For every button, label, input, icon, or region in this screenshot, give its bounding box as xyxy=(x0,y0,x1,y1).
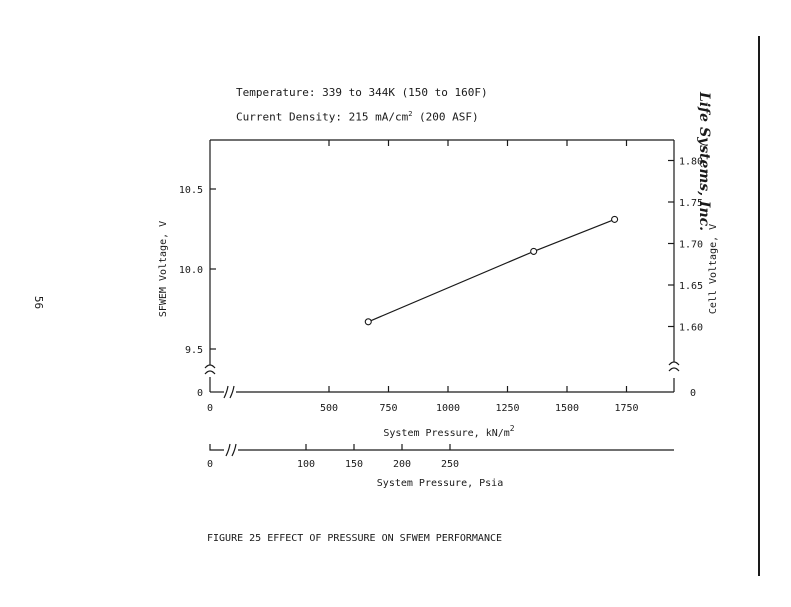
x-axis-title-text: System Pressure, kN/m xyxy=(383,428,509,439)
x-origin-label: 0 xyxy=(207,403,213,414)
series-points xyxy=(364,215,619,326)
chart-ticks xyxy=(210,140,674,450)
x-tick-label: 1750 xyxy=(614,403,638,414)
figure-caption: FIGURE 25 EFFECT OF PRESSURE ON SFWEM PE… xyxy=(207,533,503,544)
y-left-tick-label: 9.5 xyxy=(185,345,203,356)
secondary-x-origin-label: 0 xyxy=(207,459,213,470)
secondary-x-axis-start xyxy=(209,444,224,451)
x-axis-title: System Pressure, kN/m2 xyxy=(383,424,514,439)
current-density-note: Current Density: 215 mA/cm2 (200 ASF) xyxy=(236,110,479,124)
y-left-axis-title: SFWEM Voltage, V xyxy=(158,221,169,317)
y-right-tick-label: 1.65 xyxy=(679,281,703,292)
y-right-origin-label: 0 xyxy=(690,388,696,399)
secondary-x-axis-title: System Pressure, Psia xyxy=(377,478,503,489)
x-tick-label: 1500 xyxy=(555,403,579,414)
x-tick-label: 750 xyxy=(379,403,397,414)
current-density-text: Current Density: 215 mA/cm xyxy=(236,110,409,124)
side-rule xyxy=(758,36,760,576)
y-right-tick-label: 1.60 xyxy=(679,323,703,334)
chart-frame xyxy=(204,139,680,457)
current-density-suffix: (200 ASF) xyxy=(412,110,479,124)
left-axis-break xyxy=(204,364,216,375)
secondary-x-tick-label: 150 xyxy=(345,459,363,470)
current-density-superscript: 2 xyxy=(408,110,413,118)
secondary-x-tick-label: 200 xyxy=(393,459,411,470)
y-right-tick-label: 1.80 xyxy=(679,157,703,168)
y-left-origin-label: 0 xyxy=(197,388,203,399)
x-axis-title-superscript: 2 xyxy=(510,424,515,433)
series-line xyxy=(368,218,615,323)
data-point xyxy=(364,318,372,326)
y-right-tick-label: 1.70 xyxy=(679,240,703,251)
y-left-tick-label: 10.0 xyxy=(179,265,203,276)
temperature-note: Temperature: 339 to 344K (150 to 160F) xyxy=(236,86,488,99)
secondary-x-tick-label: 100 xyxy=(297,459,315,470)
x-tick-label: 500 xyxy=(320,403,338,414)
y-right-axis-title: Cell Voltage, V xyxy=(708,224,719,314)
x-tick-label: 1250 xyxy=(495,403,519,414)
y-right-tick-label: 1.75 xyxy=(679,198,703,209)
data-point xyxy=(530,247,538,255)
data-point xyxy=(611,215,619,223)
secondary-x-tick-label: 250 xyxy=(441,459,459,470)
x-tick-label: 1000 xyxy=(436,403,460,414)
y-left-tick-label: 10.5 xyxy=(179,185,203,196)
right-axis-break xyxy=(668,361,680,372)
bottom-axis-break xyxy=(223,385,235,399)
secondary-x-axis-break xyxy=(225,443,237,457)
